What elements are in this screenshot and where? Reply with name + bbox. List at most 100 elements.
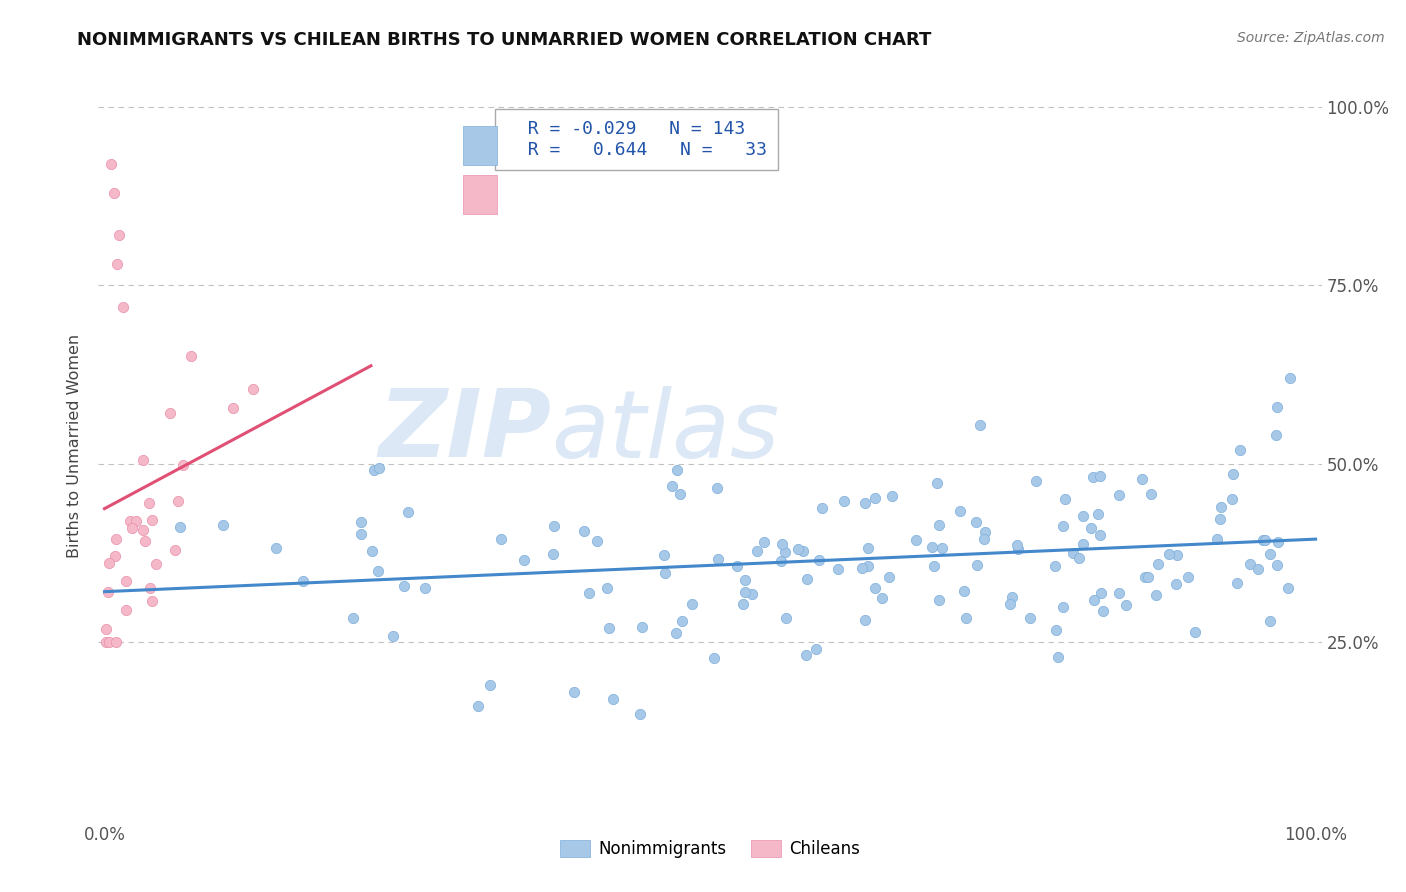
- Point: [97, 556, 120, 570]
- Legend: Nonimmigrants, Chileans: Nonimmigrants, Chileans: [553, 833, 868, 864]
- Point: [1220, 491, 1243, 506]
- Point: [114, 574, 136, 589]
- Point: [1258, 614, 1281, 628]
- Point: [1062, 545, 1084, 559]
- Point: [794, 648, 817, 662]
- Point: [1000, 590, 1022, 604]
- Point: [212, 518, 235, 533]
- Point: [770, 537, 793, 551]
- Point: [804, 641, 827, 656]
- Point: [1206, 532, 1229, 546]
- Point: [1108, 586, 1130, 600]
- Point: [1267, 534, 1289, 549]
- Point: [969, 417, 991, 432]
- Point: [853, 495, 876, 509]
- Point: [1258, 547, 1281, 561]
- Point: [949, 504, 972, 518]
- Point: [1159, 547, 1181, 561]
- Text: NONIMMIGRANTS VS CHILEAN BIRTHS TO UNMARRIED WOMEN CORRELATION CHART: NONIMMIGRANTS VS CHILEAN BIRTHS TO UNMAR…: [77, 31, 932, 49]
- Point: [222, 401, 245, 415]
- Point: [1254, 533, 1277, 547]
- Point: [1067, 551, 1090, 566]
- Point: [120, 514, 142, 528]
- Point: [1265, 558, 1288, 572]
- Point: [96, 623, 118, 637]
- Point: [602, 692, 624, 706]
- Point: [882, 489, 904, 503]
- Point: [863, 582, 886, 596]
- Point: [172, 458, 194, 473]
- Point: [1247, 562, 1270, 576]
- Point: [1115, 598, 1137, 612]
- Point: [572, 524, 595, 538]
- Point: [966, 558, 988, 572]
- Point: [631, 620, 654, 634]
- Point: [145, 558, 167, 572]
- Point: [1277, 581, 1299, 595]
- Point: [851, 561, 873, 575]
- Text: R = -0.029   N = 143
  R =   0.644   N =   33: R = -0.029 N = 143 R = 0.644 N = 33: [506, 120, 766, 159]
- Point: [1251, 533, 1274, 548]
- Point: [97, 585, 120, 599]
- Point: [1071, 509, 1094, 524]
- Point: [1222, 467, 1244, 481]
- Point: [998, 597, 1021, 611]
- Point: [1092, 604, 1115, 618]
- Point: [1279, 371, 1302, 385]
- Text: atlas: atlas: [551, 385, 779, 476]
- Point: [360, 544, 382, 558]
- Point: [1083, 593, 1105, 607]
- Point: [132, 523, 155, 537]
- Point: [1052, 599, 1074, 614]
- Point: [654, 566, 676, 580]
- Point: [467, 699, 489, 714]
- Point: [1139, 487, 1161, 501]
- Point: [342, 611, 364, 625]
- Point: [598, 622, 620, 636]
- Point: [1045, 623, 1067, 637]
- Point: [134, 533, 156, 548]
- Point: [103, 186, 125, 200]
- Point: [1080, 521, 1102, 535]
- Point: [125, 514, 148, 528]
- Point: [741, 586, 763, 600]
- Point: [367, 564, 389, 578]
- Point: [863, 491, 886, 505]
- Point: [132, 453, 155, 467]
- Point: [1071, 536, 1094, 550]
- Point: [586, 533, 609, 548]
- Point: [159, 406, 181, 420]
- Point: [138, 496, 160, 510]
- Point: [928, 518, 950, 533]
- Point: [808, 553, 831, 567]
- Point: [1005, 538, 1028, 552]
- Point: [973, 524, 995, 539]
- Point: [1043, 559, 1066, 574]
- Point: [1265, 427, 1288, 442]
- Point: [877, 570, 900, 584]
- FancyBboxPatch shape: [463, 126, 498, 165]
- Point: [392, 579, 415, 593]
- Point: [1052, 519, 1074, 533]
- Point: [1209, 500, 1232, 515]
- Point: [368, 461, 391, 475]
- Point: [734, 584, 756, 599]
- Point: [1265, 400, 1288, 414]
- Point: [1108, 488, 1130, 502]
- Point: [121, 521, 143, 535]
- Point: [1047, 650, 1070, 665]
- Point: [922, 558, 945, 573]
- Point: [832, 494, 855, 508]
- Point: [827, 562, 849, 576]
- Point: [1130, 472, 1153, 486]
- Point: [931, 541, 953, 555]
- Point: [652, 548, 675, 562]
- Point: [706, 481, 728, 495]
- Point: [98, 635, 121, 649]
- Point: [725, 559, 748, 574]
- Point: [925, 475, 948, 490]
- Y-axis label: Births to Unmarried Women: Births to Unmarried Women: [67, 334, 83, 558]
- Point: [138, 581, 160, 595]
- Point: [1090, 586, 1112, 600]
- Point: [904, 533, 927, 548]
